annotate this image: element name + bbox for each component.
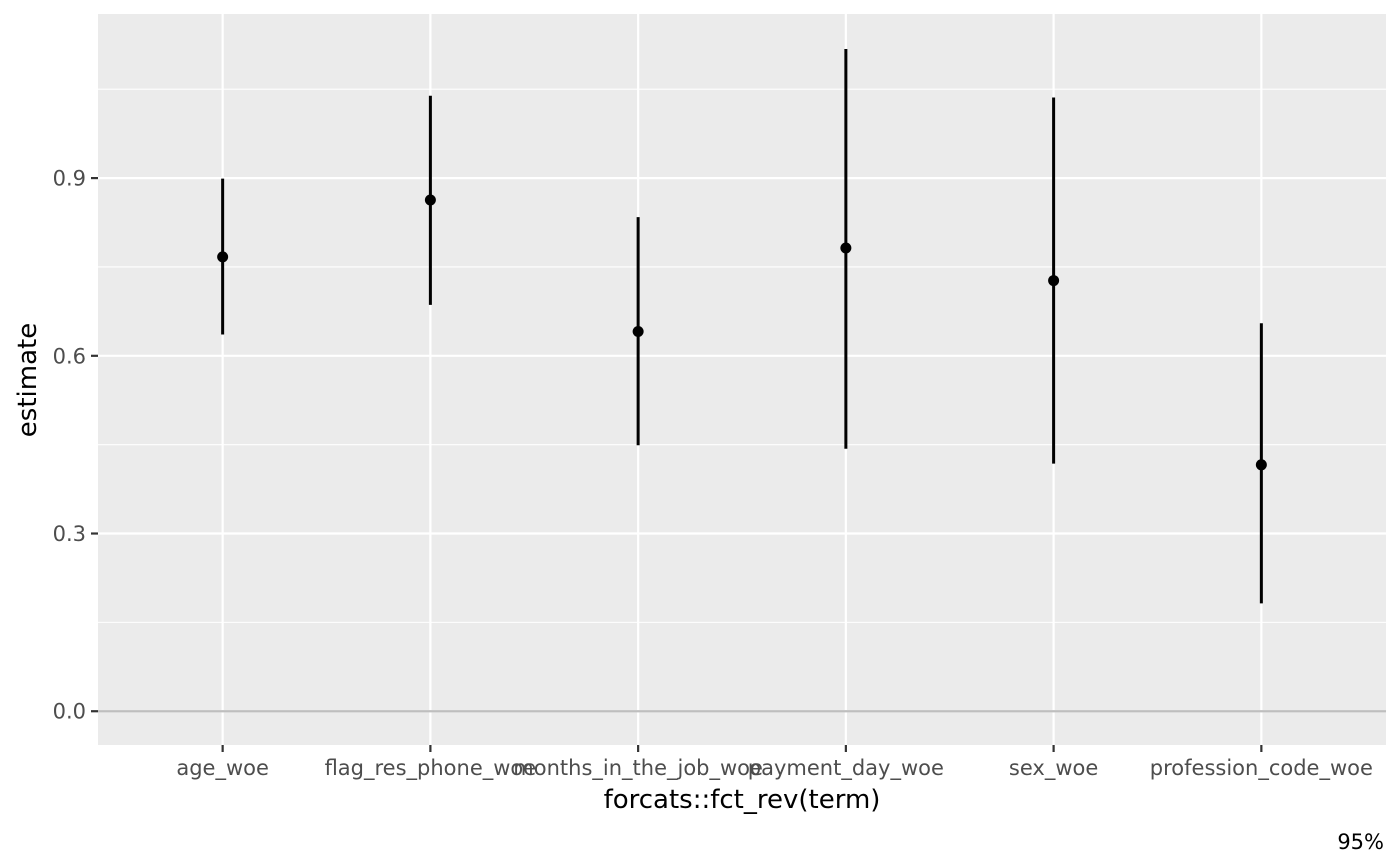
y-axis: 0.0 0.3 0.6 0.9 bbox=[53, 167, 98, 724]
y-tick-label: 0.3 bbox=[53, 522, 86, 546]
estimate-point bbox=[1255, 459, 1267, 471]
estimate-point bbox=[632, 326, 644, 338]
x-axis-title: forcats::fct_rev(term) bbox=[604, 785, 881, 815]
x-tick-label: flag_res_phone_woe bbox=[325, 756, 537, 781]
estimate-point bbox=[840, 242, 852, 254]
y-axis-title: estimate bbox=[13, 323, 43, 437]
grid-minor bbox=[98, 88, 1386, 623]
caption: 95% bbox=[1337, 830, 1384, 854]
x-tick-label: sex_woe bbox=[1009, 756, 1098, 781]
error-bars bbox=[217, 48, 1267, 604]
y-tick-label: 0.6 bbox=[53, 344, 86, 368]
x-tick-label: age_woe bbox=[176, 756, 269, 781]
plot-panel bbox=[98, 14, 1386, 745]
estimate-point bbox=[1048, 275, 1060, 287]
y-tick-label: 0.0 bbox=[53, 700, 86, 724]
x-tick-label: payment_day_woe bbox=[748, 756, 944, 781]
x-tick-label: profession_code_woe bbox=[1150, 756, 1373, 781]
estimate-point bbox=[217, 251, 229, 263]
estimate-point bbox=[424, 194, 436, 206]
x-axis: age_woe flag_res_phone_woemonths_in_the_j… bbox=[176, 745, 1373, 781]
y-tick-label: 0.9 bbox=[53, 167, 86, 191]
x-tick-label: months_in_the_job_woe bbox=[513, 756, 763, 781]
